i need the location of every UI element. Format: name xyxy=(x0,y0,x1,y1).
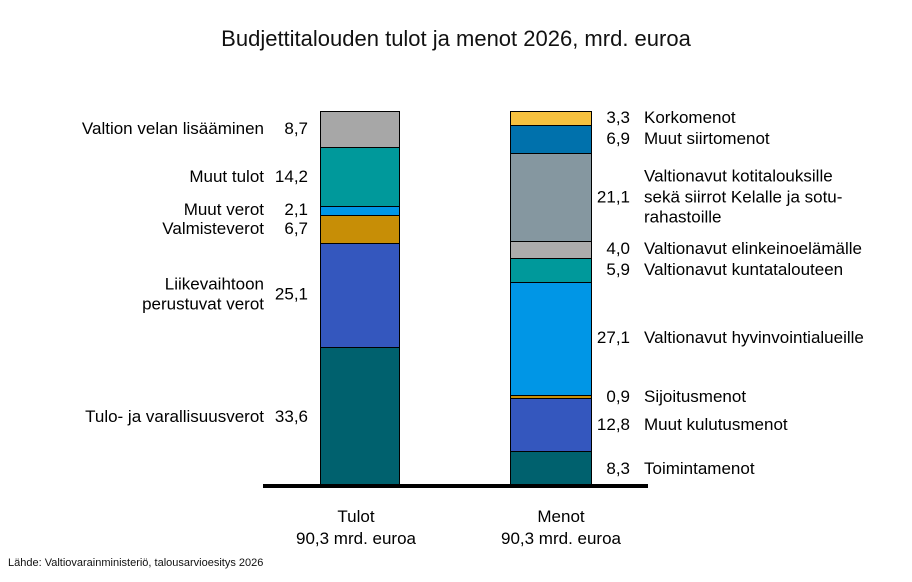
x-axis-line xyxy=(263,484,648,488)
segment-label-text: Muut tulot xyxy=(189,166,264,186)
segment-value: 3,3 xyxy=(606,107,630,127)
bar-segment xyxy=(510,111,592,125)
segment-value: 5,9 xyxy=(606,259,630,279)
bar-menot xyxy=(510,111,592,486)
segment-value: 2,1 xyxy=(284,200,308,220)
segment-label: 5,9 Valtionavut kuntatalouteen xyxy=(596,260,843,280)
segment-value: 12,8 xyxy=(596,414,630,434)
bar-segment xyxy=(510,124,592,154)
bar-segment xyxy=(320,214,400,243)
bar-segment xyxy=(320,346,400,487)
segment-label: 8,3 Toimintamenot xyxy=(596,458,755,479)
bar-segment xyxy=(510,257,592,283)
segment-value: 8,7 xyxy=(284,118,308,138)
segment-label: 12,8 Muut kulutusmenot xyxy=(596,415,788,435)
segment-label-text: Sijoitusmenot xyxy=(644,386,747,406)
segment-value: 6,9 xyxy=(606,128,630,148)
chart-title: Budjettitalouden tulot ja menot 2026, mr… xyxy=(221,26,691,51)
bar-segment xyxy=(510,240,592,258)
segment-value: 8,3 xyxy=(606,458,630,478)
segment-value: 4,0 xyxy=(606,239,630,259)
segment-label: Muut tulot 14,2 xyxy=(189,166,308,186)
segment-label: Tulo- ja varallisuusverot 33,6 xyxy=(85,406,308,426)
segment-label: 3,3 Korkomenot xyxy=(596,107,736,128)
axis-label-menot: Menot 90,3 mrd. euroa xyxy=(500,507,622,549)
segment-label: 0,9 Sijoitusmenot xyxy=(596,386,746,406)
bar-segment xyxy=(510,282,592,395)
segment-label-text: Muut siirtomenot xyxy=(644,128,770,148)
axis-label-tulot: Tulot 90,3 mrd. euroa xyxy=(295,507,417,549)
segment-label-text: Korkomenot xyxy=(644,107,736,127)
segment-label-text: Valtion velan lisääminen xyxy=(81,118,264,138)
segment-label-text: Valtionavut hyvinvointialueille xyxy=(644,328,864,348)
segment-value: 25,1 xyxy=(274,284,308,304)
segment-label: 21,1 Valtionavut kotitalouksille sekä sii… xyxy=(596,166,843,228)
source-note: Lähde: Valtiovarainministeriö, talousarv… xyxy=(8,557,264,569)
segment-label-text: Liikevaihtoon perustuvat verot xyxy=(142,274,264,314)
bar-segment xyxy=(510,398,592,452)
bar-tulot xyxy=(320,111,400,487)
bar-segment xyxy=(320,206,400,215)
segment-label: Valmisteverot 6,7 xyxy=(162,219,308,239)
segment-label-text: Toimintamenot xyxy=(644,458,755,478)
segment-label-text: Muut kulutusmenot xyxy=(644,414,788,434)
bar-segment xyxy=(510,451,592,486)
segment-label-text: Valtionavut kotitalouksille sekä siirrot… xyxy=(644,166,843,227)
segment-value: 21,1 xyxy=(596,186,630,206)
segment-label: Muut verot 2,1 xyxy=(184,200,308,220)
bar-segment xyxy=(510,153,592,241)
segment-label-text: Tulo- ja varallisuusverot xyxy=(85,406,264,426)
bar-segment xyxy=(320,147,400,207)
bar-segment xyxy=(510,394,592,399)
segment-label-text: Valtionavut kuntatalouteen xyxy=(644,259,844,279)
segment-label-text: Valmisteverot xyxy=(162,218,264,238)
segment-value: 14,2 xyxy=(274,166,308,186)
segment-value: 33,6 xyxy=(274,406,308,426)
segment-label-text: Valtionavut elinkeinoelämälle xyxy=(644,239,862,259)
segment-label: Valtion velan lisääminen 8,7 xyxy=(82,119,308,139)
segment-label: 27,1 Valtionavut hyvinvointialueille xyxy=(596,328,864,348)
segment-label: 4,0 Valtionavut elinkeinoelämälle xyxy=(596,239,862,259)
segment-label-text: Muut verot xyxy=(183,200,264,220)
bar-segment xyxy=(320,242,400,347)
segment-value: 6,7 xyxy=(284,218,308,238)
segment-label: Liikevaihtoon perustuvat verot 25,1 xyxy=(142,274,308,315)
bar-segment xyxy=(320,111,400,148)
segment-value: 27,1 xyxy=(596,328,630,348)
segment-label: 6,9 Muut siirtomenot xyxy=(596,128,770,149)
segment-value: 0,9 xyxy=(606,386,630,406)
